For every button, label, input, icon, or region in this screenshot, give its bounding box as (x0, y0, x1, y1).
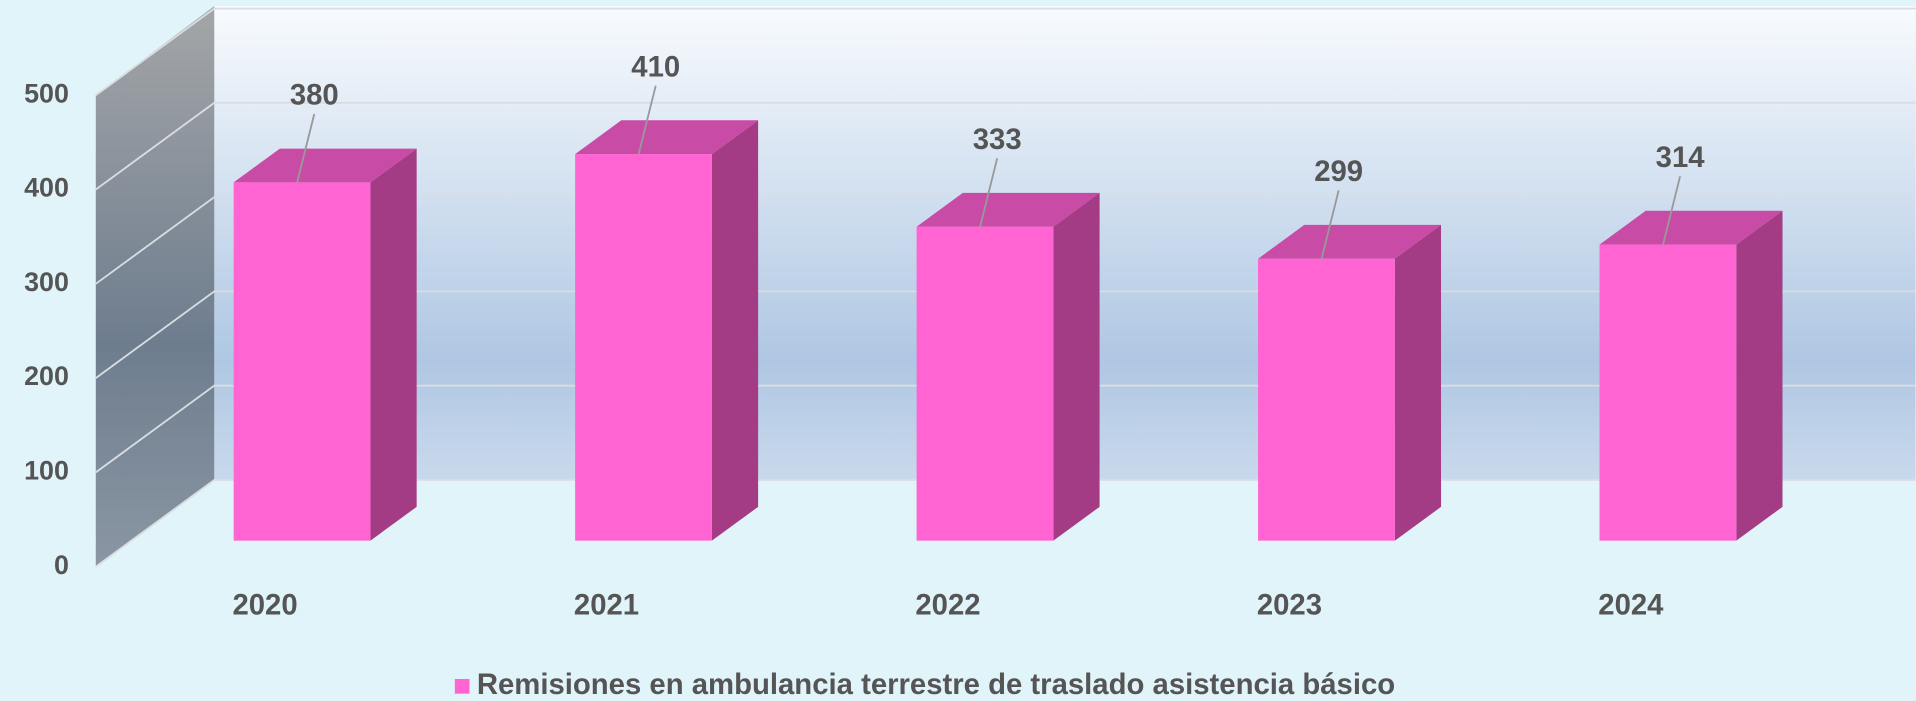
bar-side (1394, 224, 1442, 541)
bar-top (575, 120, 759, 155)
y-tick-label: 500 (24, 78, 69, 108)
bar-top (1599, 210, 1783, 245)
bar-top (916, 192, 1100, 227)
leader-line (296, 113, 316, 183)
bar (575, 154, 712, 541)
data-label: 410 (631, 50, 680, 83)
x-tick-label: 2022 (915, 589, 980, 622)
bar (1258, 258, 1395, 541)
bar (916, 226, 1054, 541)
bar-side (1736, 210, 1783, 541)
data-label: 333 (973, 123, 1022, 156)
bar (1599, 244, 1737, 541)
leader-line (1320, 190, 1340, 259)
x-tick-label: 2023 (1257, 589, 1322, 622)
y-tick-label: 400 (24, 173, 69, 203)
bar-side (1053, 192, 1100, 541)
bar-top (1258, 224, 1442, 259)
grid-line (95, 101, 1916, 191)
data-label: 380 (290, 79, 339, 112)
y-tick-label: 200 (24, 361, 69, 391)
bar-top (233, 148, 417, 183)
x-tick-label: 2024 (1598, 589, 1664, 622)
y-tick-label: 300 (24, 267, 69, 297)
grid-line (95, 7, 1916, 96)
data-label: 314 (1656, 141, 1706, 174)
bar-side (370, 148, 417, 541)
y-tick-label: 0 (54, 550, 69, 580)
grid-line (95, 196, 1916, 285)
legend-label: Remisiones en ambulancia terrestre de tr… (477, 668, 1395, 701)
x-tick-label: 2020 (232, 589, 297, 622)
leader-line (637, 85, 657, 155)
plot: 0 100 200 300 400 500 380 2020 410 2021 333 2022 299… (24, 7, 1916, 701)
x-tick-label: 2021 (574, 589, 639, 622)
y-tick-label: 100 (24, 455, 69, 485)
bar (233, 182, 371, 541)
leader-line (1662, 175, 1682, 245)
leader-line (979, 158, 999, 227)
legend-swatch (454, 679, 470, 694)
side-wall (95, 6, 215, 567)
bar-side (711, 120, 759, 541)
data-label: 299 (1314, 155, 1363, 188)
